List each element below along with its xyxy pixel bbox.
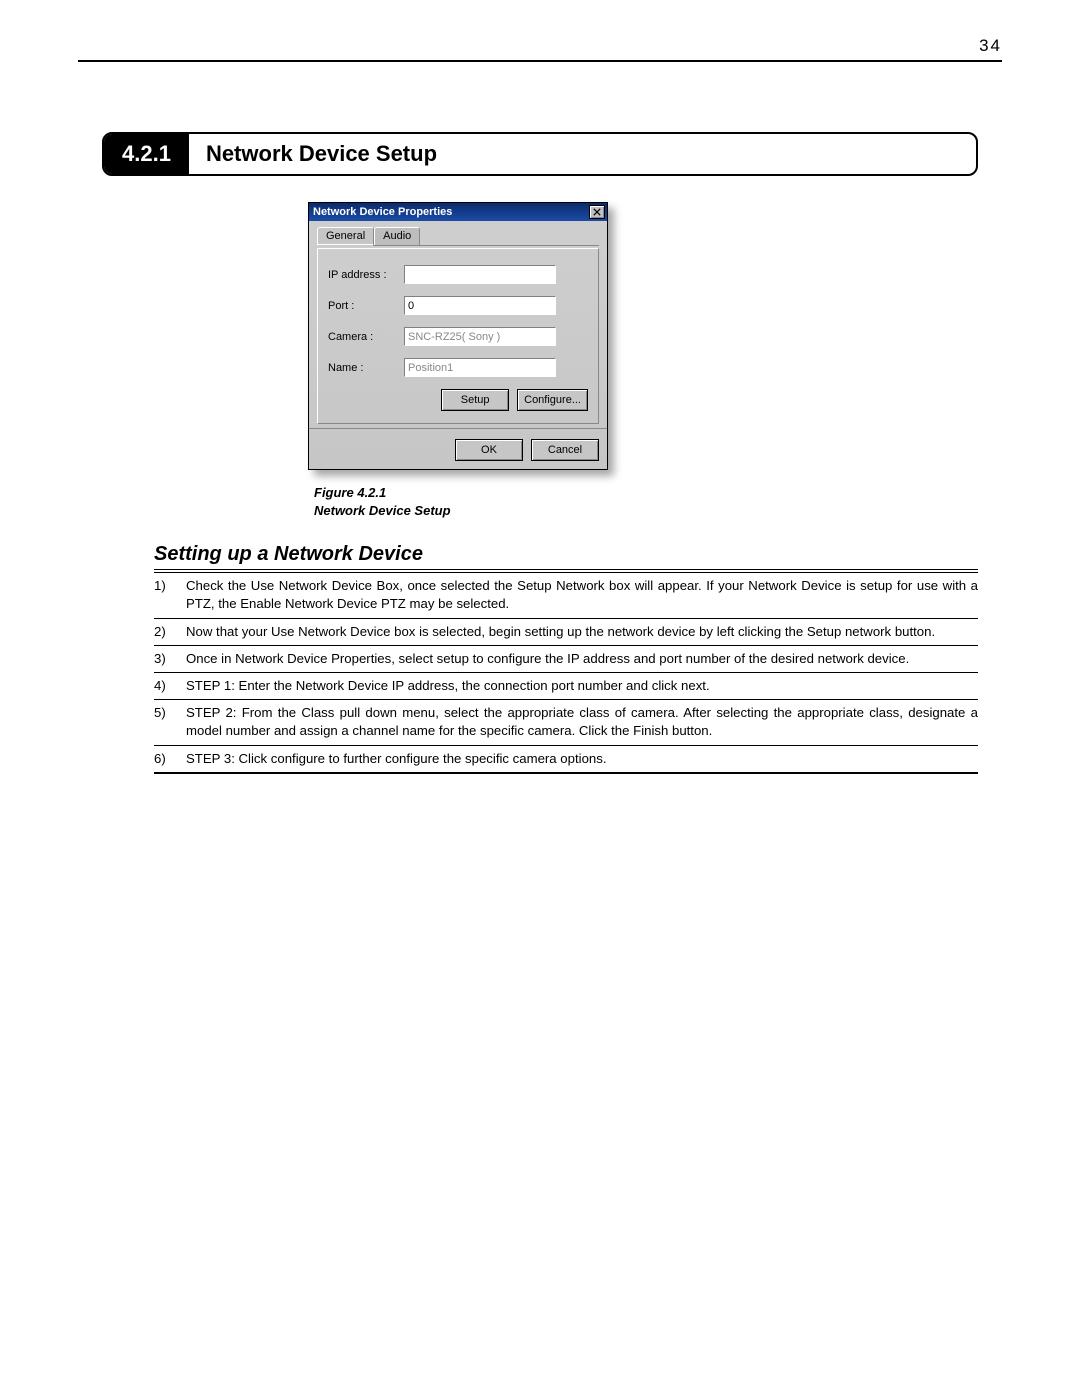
step-number: 6) xyxy=(154,750,186,768)
subheading: Setting up a Network Device xyxy=(154,543,978,570)
step-item: 2) Now that your Use Network Device box … xyxy=(154,619,978,646)
setup-button[interactable]: Setup xyxy=(441,389,509,411)
step-text: STEP 1: Enter the Network Device IP addr… xyxy=(186,677,978,695)
section-heading: 4.2.1 Network Device Setup xyxy=(102,132,978,176)
step-number: 1) xyxy=(154,577,186,613)
figure-number: Figure 4.2.1 xyxy=(314,484,1002,502)
section-title: Network Device Setup xyxy=(192,134,437,174)
step-number: 3) xyxy=(154,650,186,668)
section-number: 4.2.1 xyxy=(104,134,192,174)
step-number: 2) xyxy=(154,623,186,641)
step-item: 5) STEP 2: From the Class pull down menu… xyxy=(154,700,978,745)
step-item: 3) Once in Network Device Properties, se… xyxy=(154,646,978,673)
ip-address-label: IP address : xyxy=(328,269,404,281)
tab-general[interactable]: General xyxy=(317,227,374,246)
step-text: STEP 3: Click configure to further confi… xyxy=(186,750,978,768)
port-field[interactable]: 0 xyxy=(404,296,556,315)
step-item: 6) STEP 3: Click configure to further co… xyxy=(154,746,978,773)
configure-button[interactable]: Configure... xyxy=(517,389,588,411)
step-number: 4) xyxy=(154,677,186,695)
figure-caption: Figure 4.2.1 Network Device Setup xyxy=(314,484,1002,519)
step-item: 1) Check the Use Network Device Box, onc… xyxy=(154,573,978,618)
dialog-titlebar: Network Device Properties xyxy=(309,203,607,221)
step-text: Once in Network Device Properties, selec… xyxy=(186,650,978,668)
camera-label: Camera : xyxy=(328,331,404,343)
tab-audio[interactable]: Audio xyxy=(374,227,420,245)
cancel-button[interactable]: Cancel xyxy=(531,439,599,461)
tab-strip: General Audio xyxy=(317,227,599,246)
name-field[interactable]: Position1 xyxy=(404,358,556,377)
general-panel: IP address : Port : 0 Camera : SNC-RZ25(… xyxy=(317,248,599,424)
step-text: STEP 2: From the Class pull down menu, s… xyxy=(186,704,978,740)
step-text: Now that your Use Network Device box is … xyxy=(186,623,978,641)
step-number: 5) xyxy=(154,704,186,740)
page-number: 34 xyxy=(979,36,1002,56)
port-label: Port : xyxy=(328,300,404,312)
step-text: Check the Use Network Device Box, once s… xyxy=(186,577,978,613)
dialog-title: Network Device Properties xyxy=(313,206,589,218)
camera-field[interactable]: SNC-RZ25( Sony ) xyxy=(404,327,556,346)
network-device-properties-dialog: Network Device Properties General Audio … xyxy=(308,202,608,470)
step-item: 4) STEP 1: Enter the Network Device IP a… xyxy=(154,673,978,700)
ip-address-field[interactable] xyxy=(404,265,556,284)
steps-list: 1) Check the Use Network Device Box, onc… xyxy=(154,573,978,773)
name-label: Name : xyxy=(328,362,404,374)
ok-button[interactable]: OK xyxy=(455,439,523,461)
figure-title: Network Device Setup xyxy=(314,502,1002,520)
close-icon[interactable] xyxy=(589,205,605,219)
